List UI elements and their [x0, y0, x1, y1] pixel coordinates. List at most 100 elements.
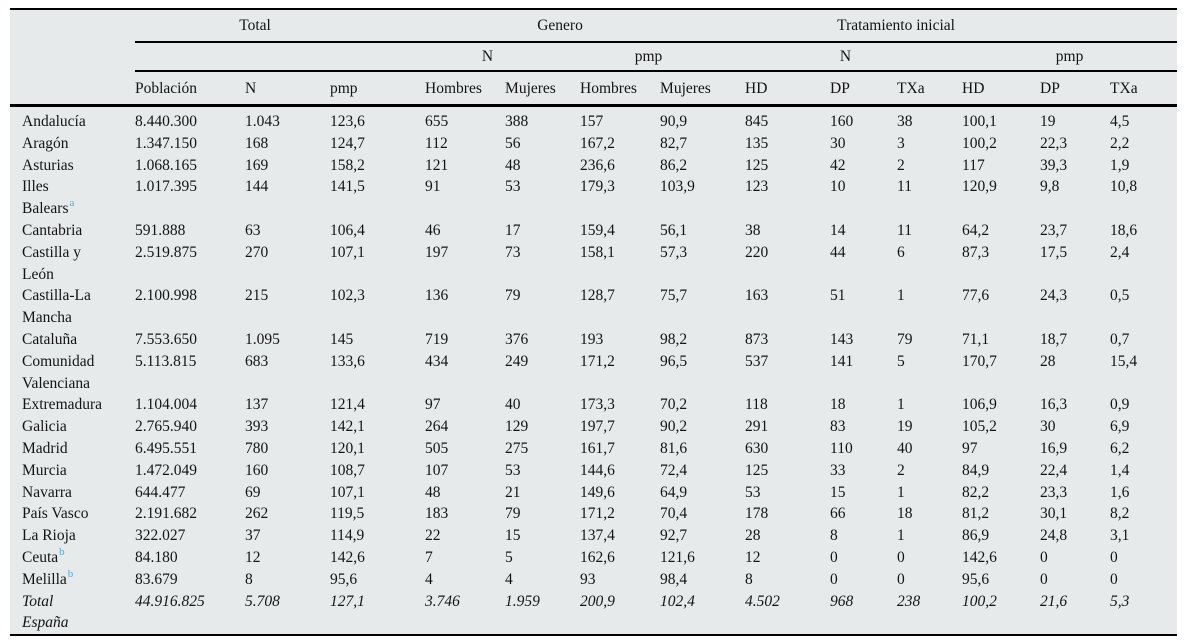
value-cell: 127,1	[330, 592, 365, 610]
value-cell: 98,4	[660, 570, 688, 588]
value-cell: 262	[245, 505, 269, 523]
value-cell: 683	[245, 352, 269, 370]
value-cell: 22,3	[1040, 134, 1068, 152]
value-cell: 630	[745, 439, 769, 457]
value-cell: 1.347.150	[135, 134, 197, 152]
header-group-row: Total Genero Tratamiento inicial	[10, 9, 1178, 43]
value-cell: 57,3	[660, 243, 688, 261]
value-cell: 73	[505, 243, 521, 261]
value-cell: 6,9	[1110, 418, 1130, 436]
footnote-marker[interactable]: b	[59, 545, 65, 558]
value-cell: 1,4	[1110, 461, 1130, 479]
value-cell: 123,6	[330, 113, 365, 130]
value-cell: 40	[505, 396, 521, 414]
value-cell: 0	[1110, 570, 1118, 588]
value-cell: 161,7	[580, 439, 615, 457]
value-cell: 137	[245, 396, 269, 414]
value-cell: 4	[425, 570, 433, 588]
value-cell: 44	[830, 243, 846, 261]
column-header: DP	[830, 71, 898, 107]
value-cell: 136	[425, 287, 449, 305]
stub-header	[10, 42, 135, 71]
value-cell: 158,2	[330, 156, 365, 174]
value-cell: 100,1	[962, 113, 997, 130]
value-cell: 220	[745, 243, 769, 261]
value-cell: 106,9	[962, 396, 997, 414]
value-cell: 0,9	[1110, 396, 1130, 414]
value-cell: 121,6	[660, 548, 695, 566]
value-cell: 1.472.049	[135, 461, 197, 479]
value-cell: 2.191.682	[135, 505, 197, 523]
value-cell: 158,1	[580, 243, 615, 261]
value-cell: 28	[1040, 352, 1056, 370]
region-cell: Cantabria	[22, 221, 83, 239]
value-cell: 644.477	[135, 483, 186, 501]
value-cell: 103,9	[660, 178, 695, 196]
column-header: TXa	[1110, 71, 1178, 107]
value-cell: 22,4	[1040, 461, 1068, 479]
value-cell: 30,1	[1040, 505, 1068, 523]
value-cell: 11	[897, 221, 912, 239]
value-cell: 18	[830, 396, 846, 414]
value-cell: 193	[580, 330, 604, 348]
value-cell: 0	[1040, 548, 1048, 566]
footnote-marker[interactable]: b	[67, 567, 74, 580]
column-header: Hombres	[580, 71, 661, 107]
value-cell: 591.888	[135, 221, 186, 239]
value-cell: 2	[897, 156, 905, 174]
value-cell: 141,5	[330, 178, 365, 196]
value-cell: 780	[245, 439, 269, 457]
value-cell: 84.180	[135, 548, 178, 566]
value-cell: 48	[425, 483, 441, 501]
region-cell: País Vasco	[22, 505, 89, 523]
region-cell: Comunidad Valenciana	[22, 352, 95, 392]
value-cell: 163	[745, 287, 769, 305]
value-cell: 171,2	[580, 505, 615, 523]
value-cell: 125	[745, 461, 769, 479]
column-header: HD	[745, 71, 831, 107]
value-cell: 18,6	[1110, 221, 1138, 239]
value-cell: 100,2	[962, 134, 997, 152]
value-cell: 114,9	[330, 527, 365, 545]
value-cell: 388	[505, 113, 529, 130]
stub-header	[10, 71, 135, 107]
column-header: N	[245, 71, 330, 107]
table-row: País Vasco 2.191.682 262 119,5 183 79 171,2 70,…	[10, 503, 1177, 525]
footnote-marker[interactable]: a	[69, 197, 75, 210]
value-cell: 15	[505, 527, 521, 545]
table-row: Cataluña 7.553.650 1.095 145 719 376 193 98,2 87…	[10, 329, 1177, 351]
value-cell: 70,4	[660, 505, 688, 523]
value-cell: 21,6	[1040, 592, 1068, 610]
value-cell: 270	[245, 243, 269, 261]
table-row: Total España 44.916.825 5.708 127,1 3.746 1.95…	[10, 591, 1177, 636]
value-cell: 18	[897, 505, 913, 523]
value-cell: 162,6	[580, 548, 615, 566]
column-subgroup-header	[135, 42, 426, 72]
value-cell: 112	[425, 134, 448, 152]
value-cell: 23,7	[1040, 221, 1068, 239]
value-cell: 39,3	[1040, 156, 1068, 174]
value-cell: 0	[1110, 548, 1118, 566]
value-cell: 3,1	[1110, 527, 1130, 545]
value-cell: 0	[897, 548, 905, 566]
value-cell: 38	[897, 113, 913, 130]
value-cell: 46	[425, 221, 441, 239]
value-cell: 142,1	[330, 418, 365, 436]
table-row: Castilla y León 2.519.875 270 107,1 197 73 158,…	[10, 242, 1177, 286]
value-cell: 4,5	[1110, 113, 1130, 130]
value-cell: 40	[897, 439, 913, 457]
value-cell: 505	[425, 439, 449, 457]
column-header: Población	[135, 71, 245, 107]
value-cell: 81,2	[962, 505, 990, 523]
value-cell: 3	[897, 134, 905, 152]
value-cell: 107	[425, 461, 449, 479]
column-header: HD	[962, 71, 1041, 107]
value-cell: 0	[1040, 570, 1048, 588]
table-row: Asturias 1.068.165 169 158,2 121 48 236,6 86,2 1…	[10, 155, 1177, 177]
value-cell: 83	[830, 418, 846, 436]
value-cell: 719	[425, 330, 449, 348]
value-cell: 97	[425, 396, 441, 414]
value-cell: 98,2	[660, 330, 688, 348]
value-cell: 141	[830, 352, 854, 370]
column-header: Hombres	[425, 71, 506, 107]
